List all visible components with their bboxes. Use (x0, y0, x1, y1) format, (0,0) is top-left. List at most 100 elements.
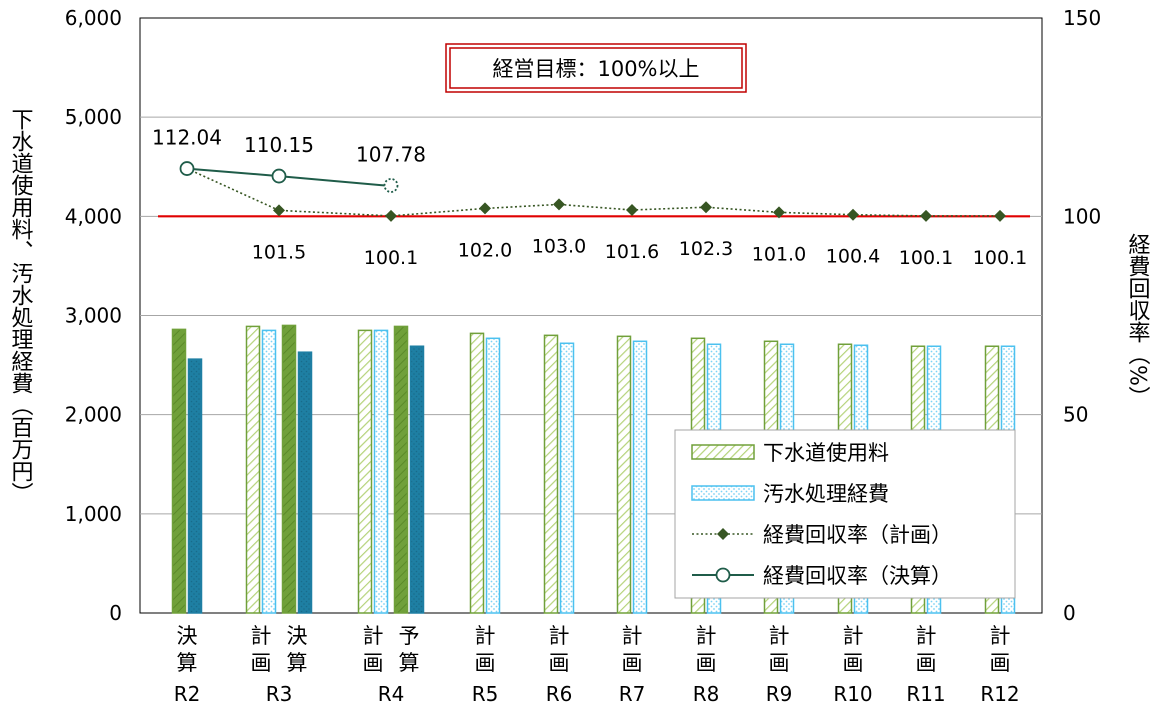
y-left-tick-label: 4,000 (65, 204, 122, 228)
x-tick-label-type: 計 (990, 624, 1011, 648)
data-label-recovery-plan: 100.1 (973, 247, 1027, 269)
x-tick-label-type: 画 (990, 651, 1011, 675)
data-label-recovery-plan: 101.5 (252, 241, 306, 263)
x-tick-label-type: 算 (399, 651, 420, 675)
data-label-recovery-plan: 100.4 (826, 246, 880, 268)
legend-label: 経費回収率（決算） (763, 564, 952, 588)
x-tick-label-type: 計 (696, 624, 717, 648)
x-tick-label-type: 計 (916, 624, 937, 648)
x-tick-label-year: R5 (472, 682, 499, 706)
data-label-recovery-plan: 100.1 (899, 247, 953, 269)
x-tick-label-type: 計 (769, 624, 790, 648)
marker-recovery-actual (271, 168, 287, 184)
bar-expense (297, 351, 313, 614)
x-tick-label-type: 画 (769, 651, 790, 675)
plot-area: 0 1,000 2,000 3,000 4,000 5,000 6,000 0 50 100 150… (65, 6, 1101, 706)
x-tick-label-year: R2 (174, 682, 201, 706)
bar-expense (559, 342, 575, 614)
y-left-tick-label: 6,000 (65, 6, 122, 30)
legend-swatch-actual-marker (715, 567, 731, 583)
data-label-recovery-actual: 110.15 (244, 133, 314, 157)
marker-recovery-plan (273, 204, 285, 217)
x-tick-label-year: R4 (378, 682, 405, 706)
x-tick-label-year: R12 (980, 682, 1019, 706)
x-tick-label-type: 計 (363, 624, 384, 648)
marker-recovery-plan (626, 203, 638, 216)
legend-swatch-expense (691, 485, 755, 501)
marker-recovery-plan (994, 209, 1006, 222)
x-tick-label-year: R10 (833, 682, 872, 706)
bar-expense (187, 358, 203, 614)
x-tick-label-type: 画 (843, 651, 864, 675)
bar-expense (261, 329, 277, 614)
data-label-recovery-plan: 102.0 (458, 239, 512, 261)
x-tick-label-type: 計 (843, 624, 864, 648)
y-right-tick-label: 50 (1063, 403, 1088, 427)
y-left-tick-label: 5,000 (65, 105, 122, 129)
bar-expense (632, 340, 648, 614)
bar-expense (485, 337, 501, 614)
marker-recovery-plan (479, 202, 491, 215)
legend-label: 汚水処理経費 (763, 482, 889, 506)
x-tick-label-type: 画 (622, 651, 643, 675)
x-tick-label-type: 画 (363, 651, 384, 675)
marker-recovery-plan (920, 209, 932, 222)
data-label-recovery-plan: 103.0 (532, 235, 586, 257)
bar-revenue (469, 332, 485, 614)
x-tick-label-type: 計 (549, 624, 570, 648)
x-tick-label-type: 画 (475, 651, 496, 675)
x-tick-label-type: 算 (287, 651, 308, 675)
x-tick-label-type: 画 (251, 651, 272, 675)
bar-expense (409, 345, 425, 614)
legend-swatch-plan-marker (717, 528, 729, 540)
y-right-tick-label: 100 (1063, 204, 1101, 228)
marker-recovery-plan (385, 209, 397, 222)
y-left-tick-label: 2,000 (65, 403, 122, 427)
data-label-recovery-plan: 102.3 (679, 238, 733, 260)
x-tick-label-type: 決 (287, 624, 308, 648)
x-tick-label-year: R9 (766, 682, 793, 706)
marker-recovery-actual (383, 178, 399, 193)
line-recovery-plan (186, 167, 1000, 217)
marker-recovery-actual (179, 161, 195, 176)
x-tick-label-type: 算 (177, 651, 198, 675)
legend-label: 経費回収率（計画） (763, 523, 952, 547)
y-left-tick-label: 1,000 (65, 502, 122, 526)
marker-recovery-plan (847, 208, 859, 221)
x-tick-label-type: 決 (177, 624, 198, 648)
legend-label: 下水道使用料 (763, 441, 889, 465)
x-tick-label-year: R3 (266, 682, 293, 706)
x-tick-label-type: 計 (475, 624, 496, 648)
target-annotation: 経営目標：100%以上 (445, 43, 747, 93)
bar-expense (373, 329, 389, 614)
bar-revenue (245, 325, 261, 614)
legend-swatch-revenue (691, 444, 755, 460)
bar-revenue (393, 325, 409, 614)
y-axis-left-title: 下水道使用料、汚水処理経費（百万円） (8, 108, 34, 504)
x-tick-label-year: R7 (619, 682, 646, 706)
x-tick-label-year: R8 (693, 682, 720, 706)
target-annotation-text: 経営目標：100%以上 (492, 57, 699, 81)
x-tick-label-year: R11 (906, 682, 945, 706)
data-label-recovery-plan: 100.1 (364, 247, 418, 269)
data-label-recovery-plan: 101.6 (605, 241, 659, 263)
x-tick-label-type: 計 (622, 624, 643, 648)
y-left-tick-label: 3,000 (65, 304, 122, 328)
marker-recovery-plan (773, 206, 785, 219)
data-label-recovery-actual: 112.04 (152, 126, 222, 150)
y-axis-right-title: 経費回収率（%） (1125, 233, 1151, 408)
y-left-tick-label: 0 (109, 601, 122, 625)
marker-recovery-plan (553, 198, 565, 211)
marker-recovery-plan (700, 201, 712, 214)
x-tick-label-type: 画 (916, 651, 937, 675)
bar-revenue (543, 334, 559, 614)
x-tick-label-type: 計 (251, 624, 272, 648)
bar-revenue (616, 335, 632, 614)
x-tick-label-type: 画 (696, 651, 717, 675)
x-tick-label-type: 画 (549, 651, 570, 675)
x-tick-label-year: R6 (546, 682, 573, 706)
y-right-tick-label: 0 (1063, 601, 1076, 625)
data-label-recovery-plan: 101.0 (752, 243, 806, 265)
